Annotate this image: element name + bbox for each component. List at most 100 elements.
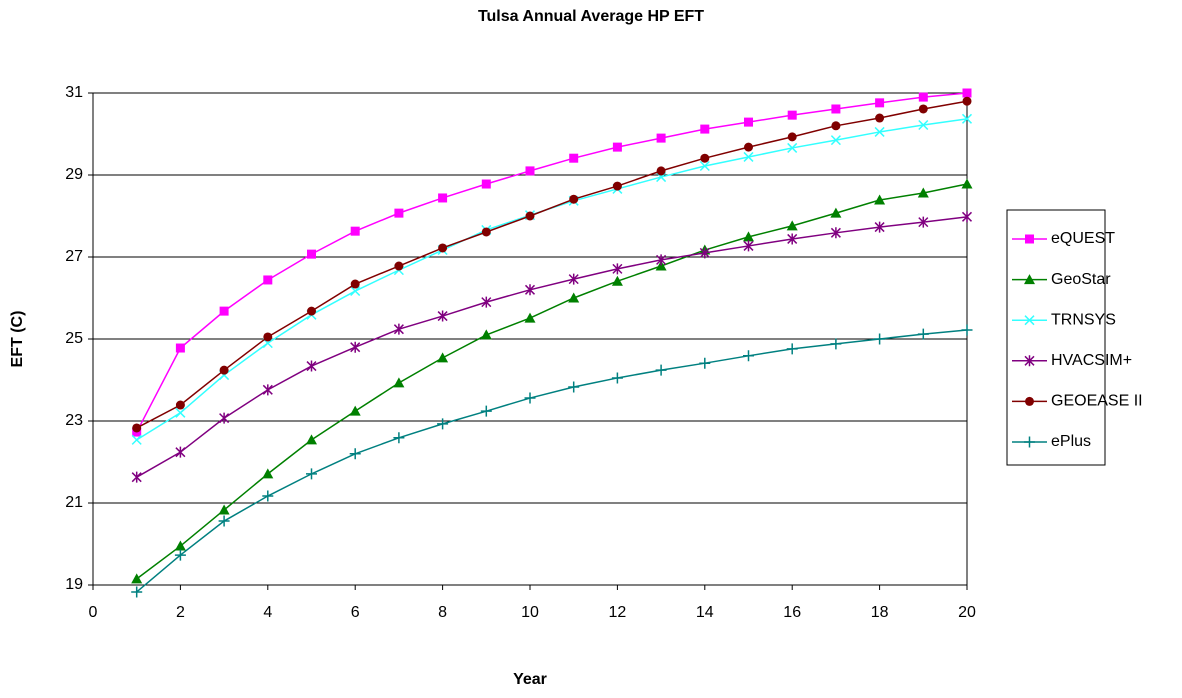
marker: [218, 504, 230, 515]
marker: [786, 220, 798, 231]
marker: [306, 468, 317, 480]
x-tick-label: 6: [351, 604, 360, 621]
marker: [175, 446, 186, 458]
marker: [787, 142, 798, 153]
marker: [174, 540, 186, 551]
marker: [699, 160, 710, 172]
marker: [263, 332, 273, 342]
marker: [437, 352, 449, 363]
marker: [787, 233, 798, 245]
marker: [350, 226, 360, 236]
marker: [438, 193, 448, 203]
marker: [962, 96, 972, 106]
marker: [131, 586, 143, 598]
y-tick-label: 27: [65, 248, 83, 265]
marker: [480, 405, 492, 417]
marker: [350, 285, 361, 297]
marker: [1024, 315, 1035, 326]
marker: [306, 360, 317, 372]
marker: [656, 254, 667, 266]
marker: [699, 247, 710, 259]
x-tick-label: 8: [438, 604, 447, 621]
y-tick-label: 31: [65, 84, 83, 101]
marker: [219, 412, 230, 424]
marker: [655, 364, 667, 376]
marker: [961, 113, 973, 124]
marker: [481, 227, 491, 237]
marker: [787, 110, 797, 120]
y-tick-label: 25: [65, 330, 83, 347]
series-line: [136, 183, 968, 580]
series-line: [136, 329, 968, 593]
marker: [393, 432, 405, 444]
x-tick-label: 0: [89, 604, 98, 621]
marker: [830, 227, 841, 239]
marker: [743, 231, 754, 242]
marker: [1024, 436, 1035, 448]
marker: [743, 350, 754, 362]
marker: [830, 338, 842, 350]
marker: [262, 490, 274, 502]
marker: [917, 328, 929, 340]
series-line: [136, 118, 968, 441]
marker: [918, 92, 928, 102]
marker: [612, 181, 622, 191]
y-axis-label: EFT (C): [9, 311, 26, 368]
marker: [656, 133, 666, 143]
marker: [175, 407, 186, 418]
legend-label: ePlus: [1051, 433, 1091, 450]
marker: [438, 243, 448, 253]
marker: [218, 515, 230, 527]
marker: [307, 306, 316, 316]
marker: [874, 221, 885, 233]
legend-label: TRNSYS: [1051, 311, 1116, 328]
marker: [700, 153, 710, 163]
marker: [350, 279, 360, 289]
marker: [175, 400, 185, 410]
marker: [961, 178, 973, 189]
marker: [787, 132, 797, 142]
marker: [525, 166, 535, 176]
marker: [830, 135, 841, 146]
marker: [918, 104, 928, 114]
marker: [568, 273, 579, 285]
marker: [612, 142, 622, 152]
marker: [131, 573, 143, 584]
marker: [307, 249, 316, 259]
marker: [611, 275, 623, 286]
marker: [568, 381, 580, 393]
marker: [481, 179, 491, 189]
legend-label: HVACSIM+: [1051, 352, 1132, 369]
chart-title: Tulsa Annual Average HP EFT: [478, 8, 704, 25]
y-tick-label: 23: [65, 412, 83, 429]
marker: [700, 124, 710, 134]
x-tick-label: 14: [696, 604, 714, 621]
marker: [350, 341, 361, 353]
marker: [699, 357, 711, 369]
marker: [743, 240, 754, 252]
x-tick-label: 16: [783, 604, 801, 621]
marker: [743, 151, 754, 162]
marker: [831, 104, 841, 114]
marker: [262, 468, 274, 479]
series-line: [136, 216, 968, 478]
x-tick-label: 4: [263, 604, 272, 621]
marker: [524, 312, 536, 323]
x-tick-label: 10: [521, 604, 539, 621]
marker: [480, 329, 492, 340]
marker: [1025, 234, 1034, 244]
marker: [655, 260, 667, 271]
x-axis-label: Year: [513, 671, 547, 688]
marker: [263, 275, 273, 285]
marker: [437, 418, 449, 430]
marker: [874, 126, 885, 137]
marker: [481, 296, 492, 308]
marker: [874, 333, 886, 345]
marker: [611, 372, 623, 384]
marker: [918, 119, 929, 131]
marker: [524, 392, 536, 404]
marker: [656, 166, 666, 176]
marker: [830, 207, 842, 218]
legend-label: GeoStar: [1051, 271, 1111, 288]
